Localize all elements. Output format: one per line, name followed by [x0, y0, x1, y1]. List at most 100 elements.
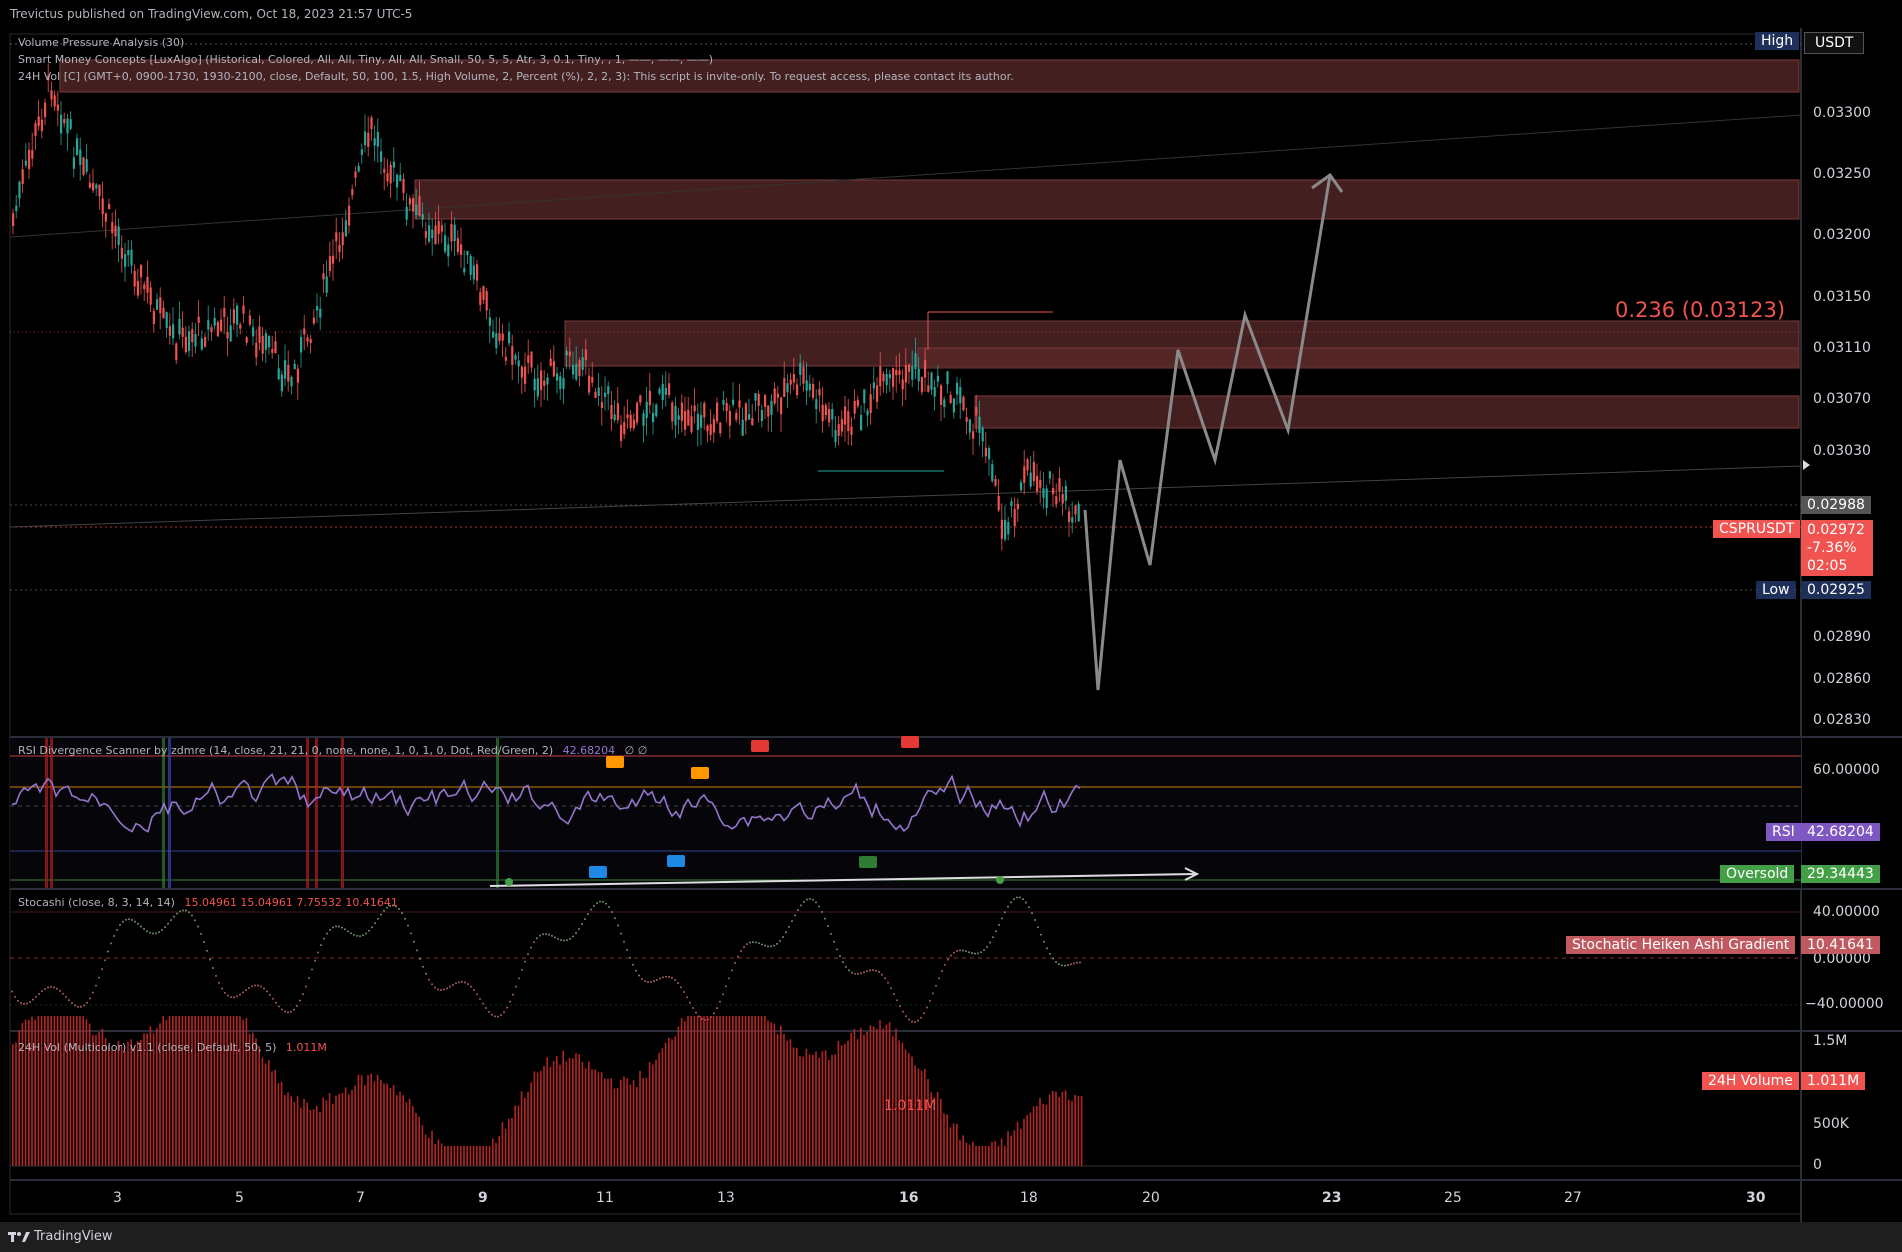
- trendline-lower: [9, 465, 1802, 528]
- volume-bar: [901, 1042, 904, 1166]
- stoch-dot: [857, 972, 859, 975]
- price-axis[interactable]: USDT 0.03300 0.03250 0.03200 0.03150 0.0…: [1801, 28, 1902, 738]
- candle-body: [1023, 466, 1026, 483]
- stoch-dot: [923, 1012, 925, 1015]
- candle-body: [450, 224, 453, 242]
- stoch-dot: [65, 995, 67, 998]
- stoch-dot: [1001, 917, 1003, 920]
- volume-bar: [988, 1146, 990, 1166]
- candle-body: [245, 337, 248, 343]
- stoch-dot: [524, 960, 526, 963]
- candle-body: [620, 424, 623, 442]
- high-label-tag: High: [1755, 32, 1800, 50]
- candle-body: [348, 205, 351, 226]
- price-tag-02988: 0.02988: [1801, 496, 1871, 514]
- stoch-dot: [116, 928, 118, 931]
- candle-body: [866, 410, 869, 416]
- stoch-dot: [71, 1002, 73, 1005]
- stoch-dot: [482, 1002, 484, 1005]
- stoch-dot: [866, 970, 868, 973]
- candle-body: [415, 204, 418, 216]
- price-chart[interactable]: [0, 28, 1902, 1222]
- trendline-upper: [9, 114, 1802, 238]
- candle-body: [780, 397, 783, 415]
- stoch-dot: [347, 930, 349, 933]
- rsi-legend[interactable]: RSI Divergence Scanner by zdmre (14, clo…: [18, 744, 647, 757]
- candle-body: [444, 235, 447, 252]
- stoch-dot: [329, 928, 331, 931]
- candle-body: [607, 386, 610, 395]
- volume-bar: [204, 1016, 206, 1166]
- stoch-dot: [1076, 961, 1078, 964]
- stoch-dot: [317, 951, 319, 954]
- currency-label[interactable]: USDT: [1804, 32, 1865, 54]
- tradingview-logo-icon[interactable]: [8, 1230, 30, 1244]
- stoch-dot: [83, 1004, 85, 1007]
- stoch-dot: [587, 913, 589, 916]
- stoch-dot: [620, 932, 622, 935]
- stoch-value-tag: 10.41641: [1801, 936, 1880, 954]
- candle-body: [981, 427, 984, 442]
- candle-body: [508, 331, 511, 344]
- legend-smart-money[interactable]: Smart Money Concepts [LuxAlgo] (Historic…: [18, 53, 714, 66]
- legend-24h-vol[interactable]: 24H Vol [C] (GMT+0, 0900-1730, 1930-2100…: [18, 70, 1014, 83]
- stoch-dot: [830, 932, 832, 935]
- candle-body: [412, 197, 415, 212]
- candle-body: [696, 413, 699, 430]
- candle-body: [152, 310, 155, 324]
- candle-body: [552, 361, 555, 377]
- volume-bar: [1013, 1130, 1016, 1166]
- stoch-dot: [1052, 957, 1054, 960]
- candle-body: [421, 213, 424, 220]
- candle-body: [556, 373, 559, 381]
- stoch-dot: [485, 1007, 487, 1010]
- candle-body: [642, 413, 645, 426]
- volume-bar: [405, 1102, 408, 1166]
- legend-volume-pressure[interactable]: Volume Pressure Analysis (30): [18, 36, 185, 49]
- stoch-dot: [335, 925, 337, 928]
- time-label-25: 25: [1444, 1190, 1462, 1206]
- candle-body: [242, 305, 245, 314]
- volume-bar: [904, 1049, 907, 1166]
- stoch-dot: [1019, 896, 1021, 899]
- volume-bar: [956, 1123, 958, 1166]
- vol-legend[interactable]: 24H Vol (Multicolor) v1.1 (close, Defaul…: [18, 1041, 327, 1054]
- volume-bar: [63, 1016, 65, 1166]
- volume-bar: [1010, 1135, 1012, 1166]
- volume-bar: [732, 1016, 734, 1166]
- vol-label-tag: 24H Volume: [1702, 1072, 1799, 1090]
- stoch-dot: [428, 978, 430, 981]
- stoch-dot: [212, 967, 214, 970]
- candle-body: [492, 331, 495, 338]
- candle-body: [626, 414, 629, 419]
- stoch-dot: [818, 905, 820, 908]
- candle-body: [546, 377, 549, 385]
- stoch-dot: [815, 901, 817, 904]
- candle-body: [949, 394, 952, 404]
- volume-bar: [162, 1016, 164, 1166]
- candle-body: [335, 232, 338, 242]
- stoch-dot: [254, 984, 256, 987]
- candle-body: [693, 405, 696, 412]
- footer-brand[interactable]: TradingView: [34, 1229, 113, 1244]
- volume-bar: [776, 1034, 779, 1166]
- stoch-legend[interactable]: Stocashi (close, 8, 3, 14, 14) 15.04961 …: [18, 896, 398, 909]
- stoch-dot: [35, 995, 37, 998]
- stoch-dot: [794, 914, 796, 917]
- stoch-dot: [617, 924, 619, 927]
- volume-bar: [341, 1092, 344, 1166]
- candle-body: [133, 270, 136, 287]
- volume-bar: [911, 1056, 913, 1166]
- volume-bar: [56, 1016, 59, 1166]
- volume-bar: [764, 1016, 766, 1166]
- footer-bar: TradingView: [0, 1222, 1902, 1252]
- candle-body: [930, 372, 933, 390]
- stoch-dot: [1055, 960, 1057, 963]
- volume-bar: [143, 1033, 145, 1166]
- volume-bar: [335, 1095, 337, 1166]
- stoch-dot: [194, 919, 196, 922]
- candle-body: [690, 416, 693, 432]
- stoch-dot: [296, 1004, 298, 1007]
- stoch-dot: [68, 999, 70, 1002]
- volume-bar: [264, 1063, 267, 1166]
